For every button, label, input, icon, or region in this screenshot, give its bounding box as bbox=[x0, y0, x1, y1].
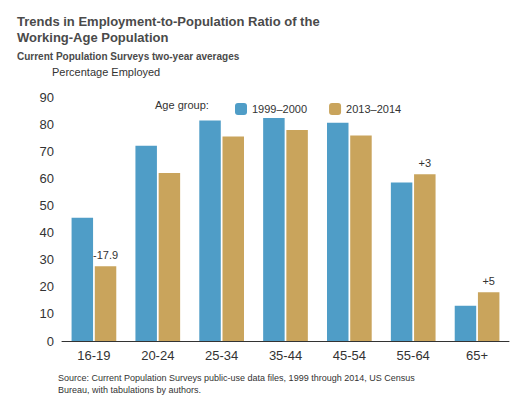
svg-text:25-34: 25-34 bbox=[205, 348, 238, 363]
svg-text:55-64: 55-64 bbox=[397, 348, 430, 363]
svg-text:2013–2014: 2013–2014 bbox=[346, 103, 401, 115]
svg-text:40: 40 bbox=[40, 225, 54, 240]
svg-text:30: 30 bbox=[40, 252, 54, 267]
svg-text:50: 50 bbox=[40, 198, 54, 213]
svg-text:0: 0 bbox=[47, 334, 54, 349]
svg-text:90: 90 bbox=[40, 90, 54, 105]
svg-text:45-54: 45-54 bbox=[333, 348, 366, 363]
svg-text:-17.9: -17.9 bbox=[93, 249, 118, 261]
svg-text:Age group:: Age group: bbox=[155, 99, 209, 111]
svg-text:Percentage Employed: Percentage Employed bbox=[52, 66, 160, 78]
svg-text:20-24: 20-24 bbox=[141, 348, 174, 363]
svg-text:20: 20 bbox=[40, 279, 54, 294]
svg-text:Current Population Surveys two: Current Population Surveys two-year aver… bbox=[17, 51, 240, 62]
svg-text:+3: +3 bbox=[419, 157, 432, 169]
svg-text:35-44: 35-44 bbox=[269, 348, 302, 363]
svg-text:Bureau, with tabulations by au: Bureau, with tabulations by authors. bbox=[58, 385, 201, 395]
svg-text:1999–2000: 1999–2000 bbox=[252, 103, 307, 115]
svg-text:60: 60 bbox=[40, 171, 54, 186]
svg-text:Working-Age Population: Working-Age Population bbox=[17, 30, 168, 45]
svg-text:70: 70 bbox=[40, 144, 54, 159]
svg-text:Source: Current Population Sur: Source: Current Population Surveys publi… bbox=[58, 373, 417, 383]
svg-text:80: 80 bbox=[40, 117, 54, 132]
svg-text:16-19: 16-19 bbox=[77, 348, 110, 363]
svg-text:+5: +5 bbox=[482, 275, 495, 287]
svg-text:65+: 65+ bbox=[466, 348, 488, 363]
svg-text:Trends in Employment-to-Popula: Trends in Employment-to-Population Ratio… bbox=[17, 14, 323, 29]
svg-text:10: 10 bbox=[40, 306, 54, 321]
